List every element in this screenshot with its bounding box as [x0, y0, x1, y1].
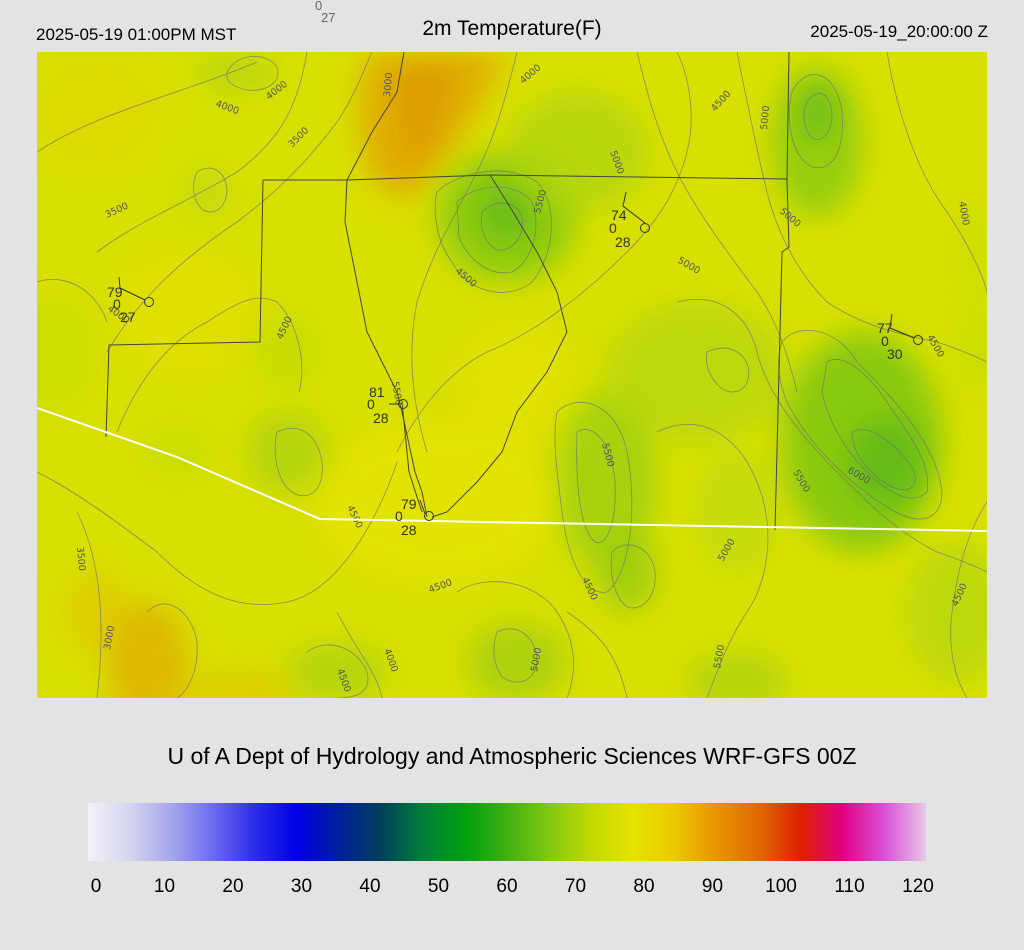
station-plot-4[interactable]: 81 0 28: [367, 384, 408, 426]
temperature-colorbar: [88, 803, 926, 861]
colorbar-tick-label: 100: [765, 876, 797, 897]
colorbar-tick-label: 0: [90, 876, 102, 897]
colorbar-tick-label: 70: [564, 876, 587, 897]
cool-temperature-shading: [37, 52, 987, 698]
colorbar-tick-label: 90: [701, 876, 724, 897]
colorbar-tick-label: 20: [222, 876, 244, 897]
svg-text:4000: 4000: [956, 201, 971, 227]
svg-text:0: 0: [113, 296, 121, 312]
station-plot-2[interactable]: 74 0 28: [609, 191, 650, 250]
svg-text:28: 28: [401, 522, 417, 538]
credit-line: U of A Dept of Hydrology and Atmospheric…: [167, 743, 857, 769]
colorbar-tick-label: 50: [427, 876, 450, 897]
svg-text:0: 0: [609, 220, 617, 236]
colorbar-tick-label: 110: [834, 876, 865, 897]
utc-timestamp: 2025-05-19_20:00:00 Z: [810, 22, 988, 41]
terrain-contours: [37, 52, 987, 698]
colorbar-tick-label: 40: [359, 876, 381, 897]
svg-text:3000: 3000: [102, 625, 117, 651]
colorbar-tick-label: 10: [153, 876, 176, 897]
station-plot-5[interactable]: 79 0 28: [395, 496, 434, 538]
svg-text:79: 79: [107, 284, 123, 300]
svg-text:74: 74: [611, 207, 627, 223]
svg-text:3500: 3500: [74, 546, 87, 571]
svg-text:30: 30: [887, 346, 903, 362]
station-plot-3[interactable]: 77 0 30: [877, 313, 923, 362]
colorbar-tick-label: 60: [496, 876, 518, 897]
map-title: 2m Temperature(F): [422, 17, 602, 40]
svg-text:5000: 5000: [529, 647, 544, 673]
svg-text:3000: 3000: [382, 72, 395, 97]
colorbar-tick-label: 120: [902, 876, 934, 897]
svg-text:0: 0: [395, 508, 403, 524]
svg-text:5500: 5500: [712, 644, 727, 670]
svg-text:0: 0: [881, 333, 889, 349]
svg-text:0: 0: [367, 396, 375, 412]
clipped-station-dew: 27: [321, 10, 336, 25]
svg-text:28: 28: [373, 410, 389, 426]
colorbar-tick-label: 30: [290, 876, 313, 897]
local-timestamp: 2025-05-19 01:00PM MST: [36, 25, 237, 44]
svg-text:81: 81: [369, 384, 385, 400]
svg-text:5000: 5000: [759, 105, 772, 130]
warm-temperature-shading: [37, 52, 577, 698]
svg-text:77: 77: [877, 320, 893, 336]
temperature-map[interactable]: 4000 4000 3000 3500 4000 4500 5000 3500 …: [37, 52, 987, 698]
colorbar-tick-label: 80: [633, 876, 655, 897]
clipped-station-label: 0 27: [315, 0, 335, 24]
station-plot-1[interactable]: 79 0 27: [107, 276, 154, 325]
svg-text:27: 27: [120, 309, 136, 325]
svg-text:28: 28: [615, 234, 631, 250]
state-border-line: [37, 407, 987, 532]
svg-text:79: 79: [401, 496, 417, 512]
clipped-station-wind: 0: [315, 0, 323, 13]
county-boundaries: [105, 52, 790, 531]
